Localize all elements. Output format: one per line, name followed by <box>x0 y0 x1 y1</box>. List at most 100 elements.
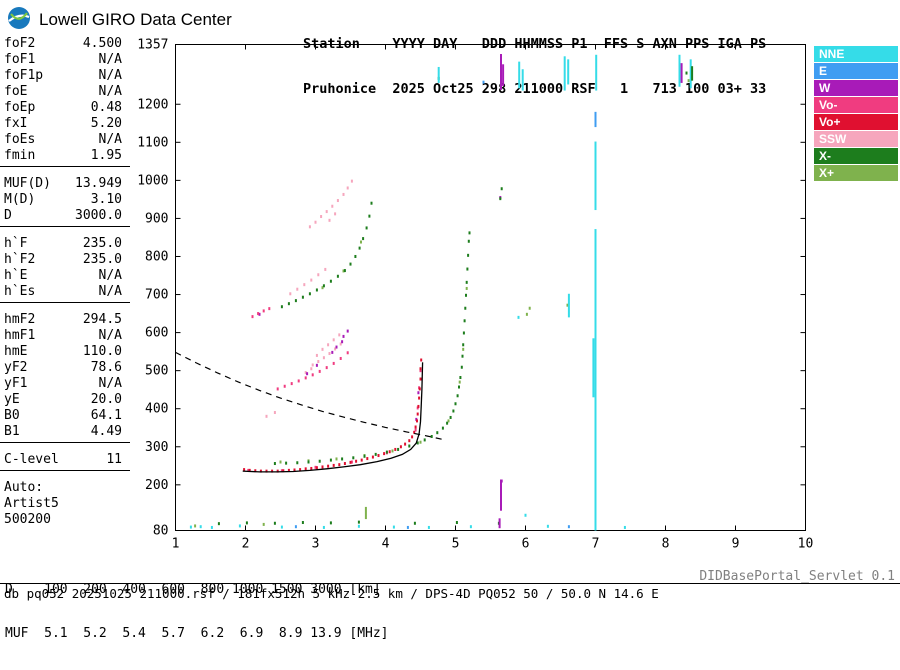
x-tick-label: 9 <box>732 537 740 552</box>
param-value: N/A <box>98 84 122 99</box>
autoscaling-line: Artist5 <box>4 496 59 511</box>
ionogram-plot-area[interactable]: 1 2 3 4 5 6 7 8 9 10 1357 1200 1100 1000 900 800 700 600 5… <box>0 0 900 600</box>
param-label: B0 <box>4 408 20 423</box>
param-row-C-level: C-level 11 <box>0 452 130 468</box>
y-tick-label: 1357 <box>137 38 168 53</box>
legend-item-Vo-: Vo- <box>814 97 898 113</box>
param-value: 294.5 <box>82 312 122 327</box>
param-label: h`Es <box>4 284 36 299</box>
param-label: foE <box>4 84 28 99</box>
x-tick-label: 2 <box>242 537 250 552</box>
param-label: fmin <box>4 148 36 163</box>
param-label: foEp <box>4 100 36 115</box>
auto-trace-curve <box>242 362 424 473</box>
param-row-B1: B1 4.49 <box>0 424 130 440</box>
param-row-h`E: h`E N/A <box>0 268 130 284</box>
plot-axes: 1 2 3 4 5 6 7 8 9 10 1357 1200 1100 1000 900 800 700 600 5… <box>137 38 813 552</box>
transmission-curve <box>175 351 446 441</box>
param-row-fmin: fmin 1.95 <box>0 148 130 164</box>
y-tick-label: 500 <box>145 364 168 379</box>
logo: Lowell GIRO Data Center <box>6 5 232 35</box>
param-label: foF1 <box>4 52 36 67</box>
param-row-yF2: yF2 78.6 <box>0 360 130 376</box>
param-label: h`F <box>4 236 28 251</box>
param-label: foF2 <box>4 36 36 51</box>
y-tick-label: 400 <box>145 402 168 417</box>
legend-item-X-: X- <box>814 148 898 164</box>
param-row-MUF(D): MUF(D) 13.949 <box>0 176 130 192</box>
param-group: MUF(D) 13.949 M(D) 3.10 D 3000.0 <box>0 176 130 227</box>
y-tick-label: 200 <box>145 478 168 493</box>
param-label: fxI <box>4 116 28 131</box>
param-value: N/A <box>98 52 122 67</box>
y-tick-label: 600 <box>145 326 168 341</box>
status-bar: db pq052 20251025 211000.rsf / 181fx512h… <box>4 586 659 601</box>
param-value: 11 <box>106 452 122 467</box>
y-tick-label: 1100 <box>137 135 168 150</box>
param-value: 78.6 <box>90 360 122 375</box>
param-group: hmF2 294.5 hmF1 N/A hmE 110.0 yF2 78.6 yF1 N/A yE 2… <box>0 312 130 443</box>
param-row-hmF2: hmF2 294.5 <box>0 312 130 328</box>
param-value: 4.49 <box>90 424 122 439</box>
y-tick-label: 80 <box>153 524 169 539</box>
param-row-yF1: yF1 N/A <box>0 376 130 392</box>
param-label: yF1 <box>4 376 28 391</box>
param-value: N/A <box>98 284 122 299</box>
param-row-B0: B0 64.1 <box>0 408 130 424</box>
muf-table: D 100 200 400 600 800 1000 1500 3000 [km… <box>5 554 389 670</box>
param-label: M(D) <box>4 192 36 207</box>
x-tick-label: 7 <box>592 537 600 552</box>
x-tick-label: 10 <box>798 537 814 552</box>
param-row-fxI: fxI 5.20 <box>0 116 130 132</box>
autoscaling-info: Auto: Artist5 500200 <box>0 480 130 530</box>
y-tick-label: 1000 <box>137 173 168 188</box>
param-row-hmF1: hmF1 N/A <box>0 328 130 344</box>
autoscaling-line: Auto: <box>4 480 44 495</box>
param-label: hmF1 <box>4 328 36 343</box>
param-value: N/A <box>98 376 122 391</box>
param-label: D <box>4 208 12 223</box>
param-row-foF1: foF1 N/A <box>0 52 130 68</box>
didbase-portal-ionogram: Lowell GIRO Data Center Station YYYY DAY… <box>0 0 900 640</box>
params-panel: foF2 4.500 foF1 N/A foF1p N/A foE N/A foEp 0.48 fx… <box>0 36 130 539</box>
param-label: yE <box>4 392 20 407</box>
param-value: N/A <box>98 68 122 83</box>
y-tick-label: 1200 <box>137 97 168 112</box>
param-value: 0.48 <box>90 100 122 115</box>
param-value: 110.0 <box>82 344 122 359</box>
param-value: 64.1 <box>90 408 122 423</box>
echo-points <box>189 71 690 529</box>
param-value: 235.0 <box>82 252 122 267</box>
x-tick-label: 6 <box>522 537 530 552</box>
param-value: 235.0 <box>82 236 122 251</box>
muf-frequency-row: MUF 5.1 5.2 5.4 5.7 6.2 6.9 8.9 13.9 [MH… <box>5 625 389 641</box>
param-value: 4.500 <box>82 36 122 51</box>
param-label: MUF(D) <box>4 176 51 191</box>
param-label: yF2 <box>4 360 28 375</box>
rfi-segments <box>364 54 694 531</box>
logo-text: Lowell GIRO Data Center <box>39 10 232 29</box>
param-value: 3.10 <box>90 192 122 207</box>
x-tick-label: 8 <box>662 537 670 552</box>
footer-divider <box>0 583 900 584</box>
legend-item-NNE: NNE <box>814 46 898 62</box>
param-row-h`F2: h`F2 235.0 <box>0 252 130 268</box>
param-label: h`F2 <box>4 252 36 267</box>
param-row-foF2: foF2 4.500 <box>0 36 130 52</box>
param-value: N/A <box>98 132 122 147</box>
param-row-D: D 3000.0 <box>0 208 130 224</box>
param-row-foF1p: foF1p N/A <box>0 68 130 84</box>
param-row-M(D): M(D) 3.10 <box>0 192 130 208</box>
y-tick-label: 900 <box>145 211 168 226</box>
station-header-values: Pruhonice 2025 Oct25 298 211000 RSF 1 71… <box>303 81 767 97</box>
servlet-version-label: DIDBasePortal_Servlet 0.1 <box>699 569 895 584</box>
x-tick-label: 3 <box>312 537 320 552</box>
muf-distance-row: D 100 200 400 600 800 1000 1500 3000 [km… <box>5 582 381 597</box>
param-row-foEp: foEp 0.48 <box>0 100 130 116</box>
param-group: C-level 11 <box>0 452 130 471</box>
param-value: 1.95 <box>90 148 122 163</box>
param-value: 13.949 <box>75 176 122 191</box>
param-label: foEs <box>4 132 36 147</box>
autoscaling-line: 500200 <box>4 512 51 527</box>
legend-item-SSW: SSW <box>814 131 898 147</box>
